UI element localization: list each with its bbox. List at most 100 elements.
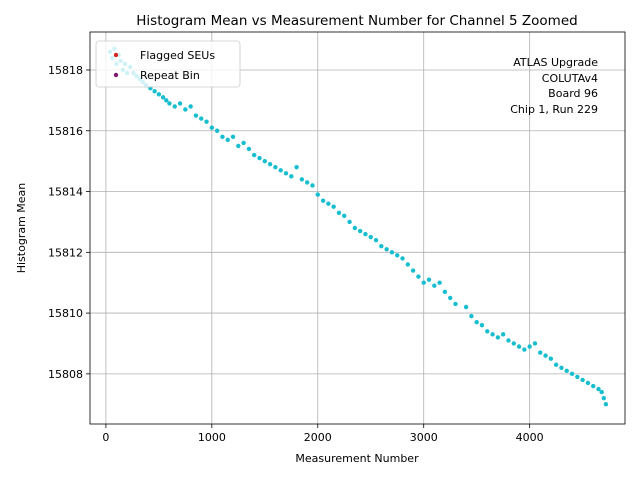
data-point xyxy=(599,389,604,395)
data-point xyxy=(199,116,204,121)
data-point xyxy=(183,107,188,112)
data-point xyxy=(591,383,596,389)
data-point xyxy=(453,301,458,307)
y-tick-label: 15808 xyxy=(48,368,83,381)
x-tick-label: 3000 xyxy=(410,431,438,444)
data-point xyxy=(368,234,373,240)
data-point xyxy=(580,377,585,383)
annotation-line-2: COLUTAv4 xyxy=(542,72,598,85)
data-point xyxy=(384,247,389,252)
data-point xyxy=(310,183,315,188)
data-point xyxy=(379,244,384,249)
x-axis-label: Measurement Number xyxy=(295,452,419,465)
data-point xyxy=(421,280,426,285)
data-point xyxy=(405,262,411,267)
data-point xyxy=(299,177,305,182)
data-point xyxy=(538,350,543,355)
data-point xyxy=(304,180,310,185)
data-point xyxy=(532,341,538,346)
grid xyxy=(90,32,625,424)
plot-frame xyxy=(89,31,626,425)
data-point xyxy=(400,256,405,261)
legend-marker-repeat-bin xyxy=(113,72,119,78)
data-point xyxy=(164,98,169,103)
data-point xyxy=(596,386,601,392)
x-tick-label: 1000 xyxy=(198,431,226,444)
data-point xyxy=(283,171,289,176)
data-point xyxy=(511,341,516,346)
data-point xyxy=(601,395,607,401)
data-point xyxy=(479,323,485,328)
data-point xyxy=(246,146,252,152)
y-tick-label: 15814 xyxy=(48,186,83,199)
data-point xyxy=(410,268,416,273)
data-point xyxy=(447,295,453,301)
data-point xyxy=(389,250,395,255)
data-point xyxy=(363,231,368,237)
data-point xyxy=(559,365,564,370)
data-point xyxy=(252,152,257,158)
data-point xyxy=(177,101,183,106)
data-point xyxy=(569,371,575,377)
data-point xyxy=(357,228,363,234)
data-point xyxy=(500,332,506,337)
data-point xyxy=(267,161,273,167)
data-point xyxy=(236,143,241,149)
y-axis-ticks: 15808 15810 15812 15814 15816 15818 xyxy=(48,64,90,381)
data-point xyxy=(331,204,336,209)
data-point xyxy=(193,113,199,118)
data-point xyxy=(160,95,166,100)
y-axis-label: Histogram Mean xyxy=(15,183,28,274)
data-point xyxy=(336,210,342,216)
data-point xyxy=(495,335,501,340)
data-point xyxy=(543,353,548,358)
data-point xyxy=(214,128,220,133)
data-point xyxy=(485,329,490,334)
data-point xyxy=(326,201,331,206)
data-point xyxy=(474,320,479,325)
data-point xyxy=(188,104,193,109)
data-point xyxy=(167,101,172,106)
y-tick-label: 15810 xyxy=(48,307,83,320)
data-point xyxy=(490,332,495,337)
data-point xyxy=(442,289,448,295)
data-point xyxy=(506,338,511,343)
data-point xyxy=(395,253,400,258)
data-point xyxy=(209,125,215,130)
data-point xyxy=(220,134,225,140)
data-point xyxy=(320,198,326,203)
data-point xyxy=(373,237,379,243)
data-point xyxy=(342,213,347,219)
data-point xyxy=(156,92,162,97)
annotation-line-3: Board 96 xyxy=(548,87,598,100)
data-point xyxy=(432,283,437,288)
legend-label-repeat-bin: Repeat Bin xyxy=(140,69,200,82)
data-point xyxy=(469,313,474,319)
legend-marker-flagged-seus xyxy=(113,52,119,58)
data-point xyxy=(315,192,320,197)
x-tick-label: 4000 xyxy=(516,431,544,444)
x-axis-ticks: 0 1000 2000 3000 4000 xyxy=(102,424,544,444)
data-point xyxy=(262,158,268,164)
data-point xyxy=(278,168,283,173)
data-point xyxy=(437,280,442,285)
data-point xyxy=(241,140,246,146)
data-point xyxy=(230,134,236,140)
annotation-line-4: Chip 1, Run 229 xyxy=(510,103,598,116)
data-point xyxy=(204,119,209,124)
data-point xyxy=(294,165,299,170)
legend-label-flagged-seus: Flagged SEUs xyxy=(140,49,215,62)
y-tick-label: 15816 xyxy=(48,125,83,138)
chart-title: Histogram Mean vs Measurement Number for… xyxy=(136,13,577,29)
data-point xyxy=(603,402,609,407)
data-point xyxy=(553,362,559,367)
data-point xyxy=(548,356,554,361)
data-point xyxy=(426,277,432,282)
data-point xyxy=(585,380,591,386)
x-tick-label: 2000 xyxy=(304,431,332,444)
data-point xyxy=(564,368,569,374)
data-point xyxy=(347,219,352,225)
data-point xyxy=(352,225,358,231)
legend-box xyxy=(95,40,241,88)
